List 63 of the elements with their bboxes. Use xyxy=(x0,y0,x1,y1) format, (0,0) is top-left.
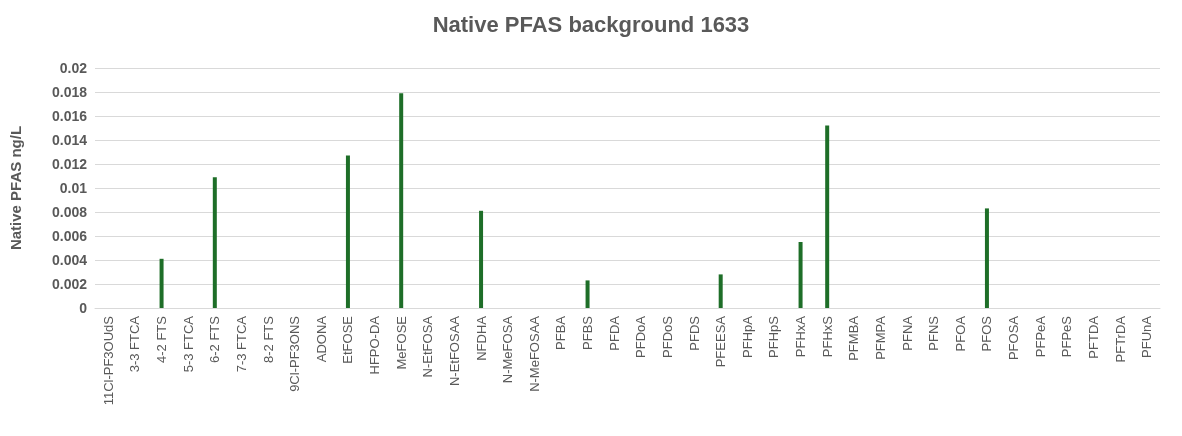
x-tick-label: PFHpS xyxy=(766,315,782,358)
y-tick-label: 0.008 xyxy=(51,204,88,220)
y-tick-label: 0.006 xyxy=(51,228,88,244)
bar xyxy=(345,155,350,308)
x-tick-label: 9Cl-PF3ONS xyxy=(287,315,303,392)
bar xyxy=(212,177,217,308)
x-tick-label: PFTDA xyxy=(1085,315,1101,359)
y-tick-label: 0.02 xyxy=(59,60,88,76)
y-axis-title: Native PFAS ng/L xyxy=(7,125,24,251)
y-tick-label: 0 xyxy=(79,300,88,316)
x-tick-label: PFEESA xyxy=(713,315,729,368)
y-tick-label: 0.014 xyxy=(51,132,88,148)
x-tick-label: N-EtFOSA xyxy=(420,315,436,378)
x-tick-label: MeFOSE xyxy=(393,315,409,370)
x-tick-label: 3-3 FTCA xyxy=(127,315,143,373)
x-tick-label: PFMPA xyxy=(872,315,888,360)
x-tick-label: EtFOSE xyxy=(340,315,356,364)
x-tick-label: PFNA xyxy=(899,315,915,351)
y-tick-label: 0.016 xyxy=(51,108,88,124)
bar xyxy=(825,125,830,308)
x-tick-label: PFDoS xyxy=(659,315,675,358)
x-tick-label: PFPeS xyxy=(1059,315,1075,358)
bar xyxy=(479,210,484,308)
x-tick-label: PFBS xyxy=(580,315,596,350)
y-tick-label: 0.018 xyxy=(51,84,88,100)
x-tick-label: 11Cl-PF3OUdS xyxy=(100,315,116,406)
x-tick-label: PFHxA xyxy=(793,315,809,358)
bar xyxy=(984,208,989,308)
x-tick-label: 6-2 FTS xyxy=(207,315,223,363)
x-tick-label: 7-3 FTCA xyxy=(233,315,249,373)
bar xyxy=(585,280,590,308)
x-tick-label: PFOSA xyxy=(1006,315,1022,361)
x-tick-label: N-MeFOSA xyxy=(500,315,516,384)
bar xyxy=(718,274,723,308)
x-tick-label: PFNS xyxy=(926,315,942,351)
chart-title: Native PFAS background 1633 xyxy=(432,11,750,37)
x-tick-label: PFHpA xyxy=(739,315,755,358)
x-tick-label: 4-2 FTS xyxy=(154,315,170,363)
x-tick-label: PFBA xyxy=(553,315,569,350)
x-tick-label: PFDoA xyxy=(633,315,649,358)
x-tick-label: PFOA xyxy=(952,315,968,352)
x-tick-label: NFDHA xyxy=(473,315,489,361)
x-tick-label: 8-2 FTS xyxy=(260,315,276,363)
x-tick-label: PFMBA xyxy=(846,315,862,361)
y-tick-label: 0.004 xyxy=(51,252,88,268)
x-tick-label: ADONA xyxy=(313,315,329,363)
bar xyxy=(159,258,164,308)
bar xyxy=(399,93,404,308)
y-tick-label: 0.01 xyxy=(59,180,88,196)
bar xyxy=(798,242,803,308)
x-tick-label: PFDA xyxy=(606,315,622,351)
y-tick-label: 0.002 xyxy=(51,276,88,292)
x-tick-label: PFPeA xyxy=(1032,315,1048,358)
x-tick-label: N-MeFOSAA xyxy=(526,315,542,392)
x-tick-label: PFDS xyxy=(686,315,702,351)
x-tick-label: HFPO-DA xyxy=(367,315,383,375)
x-tick-label: 5-3 FTCA xyxy=(180,315,196,373)
x-tick-label: N-EtFOSAA xyxy=(446,315,462,387)
x-tick-label: PFTrDA xyxy=(1112,315,1128,363)
y-tick-label: 0.012 xyxy=(51,156,88,172)
x-tick-label: PFHxS xyxy=(819,315,835,358)
x-tick-label: PFUnA xyxy=(1139,315,1155,358)
x-tick-label: PFOS xyxy=(979,315,995,352)
